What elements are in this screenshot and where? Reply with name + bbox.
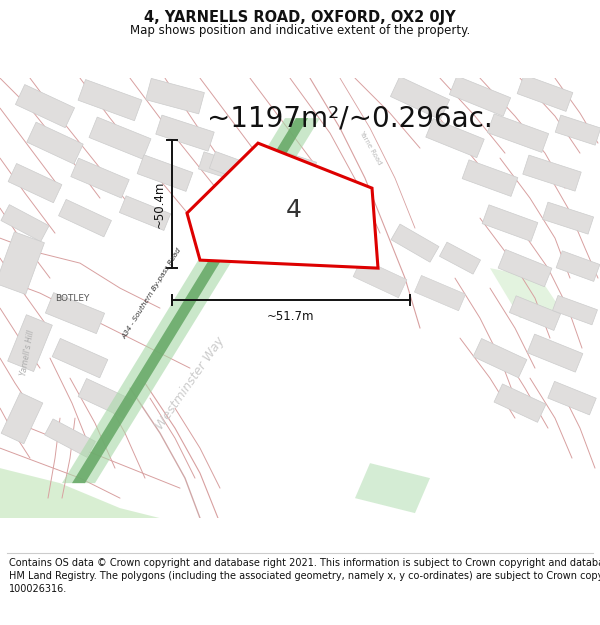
Polygon shape [473, 339, 527, 377]
Polygon shape [137, 155, 193, 191]
Polygon shape [548, 381, 596, 415]
Polygon shape [355, 463, 430, 513]
Polygon shape [52, 338, 108, 378]
Polygon shape [556, 251, 600, 281]
Text: BOTLEY: BOTLEY [55, 294, 89, 302]
Polygon shape [263, 147, 317, 179]
Polygon shape [517, 75, 573, 111]
Polygon shape [498, 249, 552, 287]
Text: ~51.7m: ~51.7m [267, 309, 315, 322]
Text: 4, YARNELLS ROAD, OXFORD, OX2 0JY: 4, YARNELLS ROAD, OXFORD, OX2 0JY [144, 10, 456, 25]
Polygon shape [119, 196, 170, 231]
Polygon shape [353, 259, 407, 298]
Text: 4: 4 [286, 198, 302, 221]
Polygon shape [482, 205, 538, 241]
Text: ~1197m²/~0.296ac.: ~1197m²/~0.296ac. [207, 104, 493, 132]
Polygon shape [490, 268, 560, 318]
Polygon shape [0, 468, 160, 518]
Polygon shape [146, 78, 205, 114]
Polygon shape [78, 79, 142, 121]
Polygon shape [59, 199, 112, 237]
Polygon shape [542, 202, 593, 234]
Polygon shape [439, 242, 481, 274]
Polygon shape [16, 84, 74, 127]
Polygon shape [555, 115, 600, 145]
Polygon shape [391, 76, 449, 120]
Polygon shape [0, 232, 44, 294]
Polygon shape [527, 334, 583, 372]
Polygon shape [72, 118, 308, 483]
Polygon shape [1, 392, 43, 444]
Polygon shape [156, 115, 214, 151]
Polygon shape [391, 224, 439, 262]
Polygon shape [226, 196, 275, 230]
Polygon shape [487, 114, 548, 152]
Polygon shape [523, 155, 581, 191]
Polygon shape [8, 315, 52, 371]
Polygon shape [89, 117, 151, 159]
Text: ~50.4m: ~50.4m [152, 181, 166, 228]
Text: Yarne Road: Yarne Road [358, 130, 382, 166]
Polygon shape [509, 296, 560, 331]
Polygon shape [71, 158, 129, 198]
Text: Contains OS data © Crown copyright and database right 2021. This information is : Contains OS data © Crown copyright and d… [9, 558, 600, 594]
Polygon shape [78, 379, 132, 418]
Polygon shape [62, 118, 320, 483]
Polygon shape [199, 152, 251, 184]
Polygon shape [462, 160, 518, 196]
Polygon shape [209, 151, 260, 185]
Polygon shape [1, 204, 49, 242]
Polygon shape [27, 122, 83, 164]
Polygon shape [8, 164, 62, 202]
Polygon shape [187, 143, 378, 268]
Polygon shape [449, 76, 511, 116]
Polygon shape [44, 419, 95, 457]
Polygon shape [46, 292, 104, 334]
Polygon shape [553, 296, 598, 325]
Polygon shape [494, 384, 546, 423]
Text: Yarnell's Hill: Yarnell's Hill [20, 329, 37, 377]
Text: Map shows position and indicative extent of the property.: Map shows position and indicative extent… [130, 24, 470, 37]
Polygon shape [415, 276, 466, 311]
Text: Westminster Way: Westminster Way [153, 334, 227, 432]
Polygon shape [426, 119, 484, 158]
Text: A34 - Southern By-pass Road: A34 - Southern By-pass Road [121, 247, 182, 339]
